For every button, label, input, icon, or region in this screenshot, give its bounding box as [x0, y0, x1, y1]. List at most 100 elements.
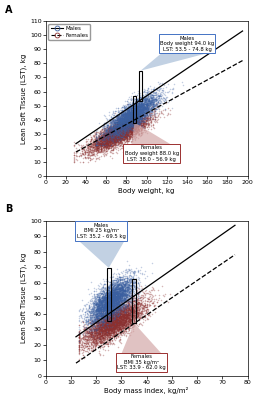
Point: [105, 336, 109, 342]
Point: [115, 136, 119, 142]
Point: [147, 101, 151, 108]
Point: [101, 322, 105, 328]
Point: [92, 322, 96, 328]
Point: [103, 138, 107, 144]
Point: [128, 316, 132, 322]
Point: [145, 102, 149, 108]
Point: [109, 311, 113, 317]
Point: [121, 312, 125, 318]
Point: [117, 117, 121, 123]
Point: [128, 120, 132, 127]
Point: [105, 319, 109, 325]
Point: [118, 124, 122, 130]
Point: [115, 288, 119, 295]
Point: [109, 298, 113, 304]
Point: [97, 327, 102, 334]
Point: [91, 328, 95, 334]
Point: [97, 324, 101, 330]
Point: [88, 330, 92, 337]
Point: [117, 115, 121, 122]
Point: [141, 106, 145, 113]
Point: [128, 104, 133, 111]
Point: [131, 307, 135, 314]
Point: [105, 326, 109, 332]
Point: [133, 108, 137, 114]
Point: [127, 120, 131, 127]
Point: [119, 281, 123, 287]
Point: [97, 136, 102, 142]
Point: [129, 114, 133, 120]
Point: [107, 316, 111, 322]
Point: [106, 326, 111, 333]
Point: [114, 278, 118, 285]
Point: [154, 90, 159, 96]
Point: [109, 319, 113, 326]
Point: [126, 122, 131, 129]
Point: [103, 330, 107, 336]
Point: [132, 282, 136, 288]
Point: [109, 326, 113, 332]
Point: [108, 290, 112, 296]
Point: [97, 133, 102, 139]
Point: [121, 125, 125, 132]
Point: [114, 134, 118, 141]
Point: [132, 125, 136, 132]
Point: [97, 302, 101, 308]
Point: [88, 327, 92, 334]
Point: [123, 126, 127, 132]
Point: [104, 145, 108, 152]
Point: [114, 131, 119, 138]
Point: [110, 310, 114, 316]
Point: [117, 136, 121, 142]
Point: [99, 143, 103, 150]
Point: [95, 291, 99, 297]
Point: [118, 318, 122, 324]
Point: [104, 145, 108, 151]
Point: [105, 289, 109, 295]
Point: [89, 334, 93, 341]
Point: [131, 123, 135, 130]
Point: [111, 306, 116, 312]
Point: [130, 110, 134, 117]
Point: [118, 125, 123, 131]
Point: [118, 284, 122, 291]
Point: [92, 319, 96, 326]
Point: [130, 299, 134, 305]
Point: [126, 120, 130, 127]
Point: [117, 298, 121, 305]
Point: [139, 110, 143, 116]
Point: [124, 308, 128, 315]
Point: [119, 322, 124, 328]
Point: [106, 327, 110, 334]
Point: [109, 316, 113, 323]
Point: [113, 130, 117, 136]
Point: [116, 305, 120, 311]
Point: [106, 320, 110, 326]
Point: [117, 129, 121, 135]
Point: [141, 95, 145, 101]
Point: [150, 107, 154, 113]
Point: [108, 330, 112, 337]
Point: [105, 129, 109, 135]
Point: [110, 136, 114, 142]
Point: [123, 123, 127, 129]
Point: [125, 291, 129, 297]
Point: [111, 286, 115, 293]
Point: [136, 100, 140, 106]
Point: [117, 326, 121, 332]
Point: [95, 306, 99, 312]
Point: [110, 280, 114, 287]
Point: [108, 298, 112, 304]
Point: [103, 322, 107, 329]
Point: [110, 332, 114, 338]
Point: [91, 310, 95, 316]
Point: [134, 116, 139, 123]
Point: [103, 144, 107, 150]
Point: [100, 310, 104, 317]
Point: [123, 279, 127, 286]
Point: [121, 125, 126, 132]
Point: [77, 312, 81, 319]
Point: [138, 106, 142, 113]
Point: [143, 99, 147, 106]
Point: [107, 307, 111, 314]
